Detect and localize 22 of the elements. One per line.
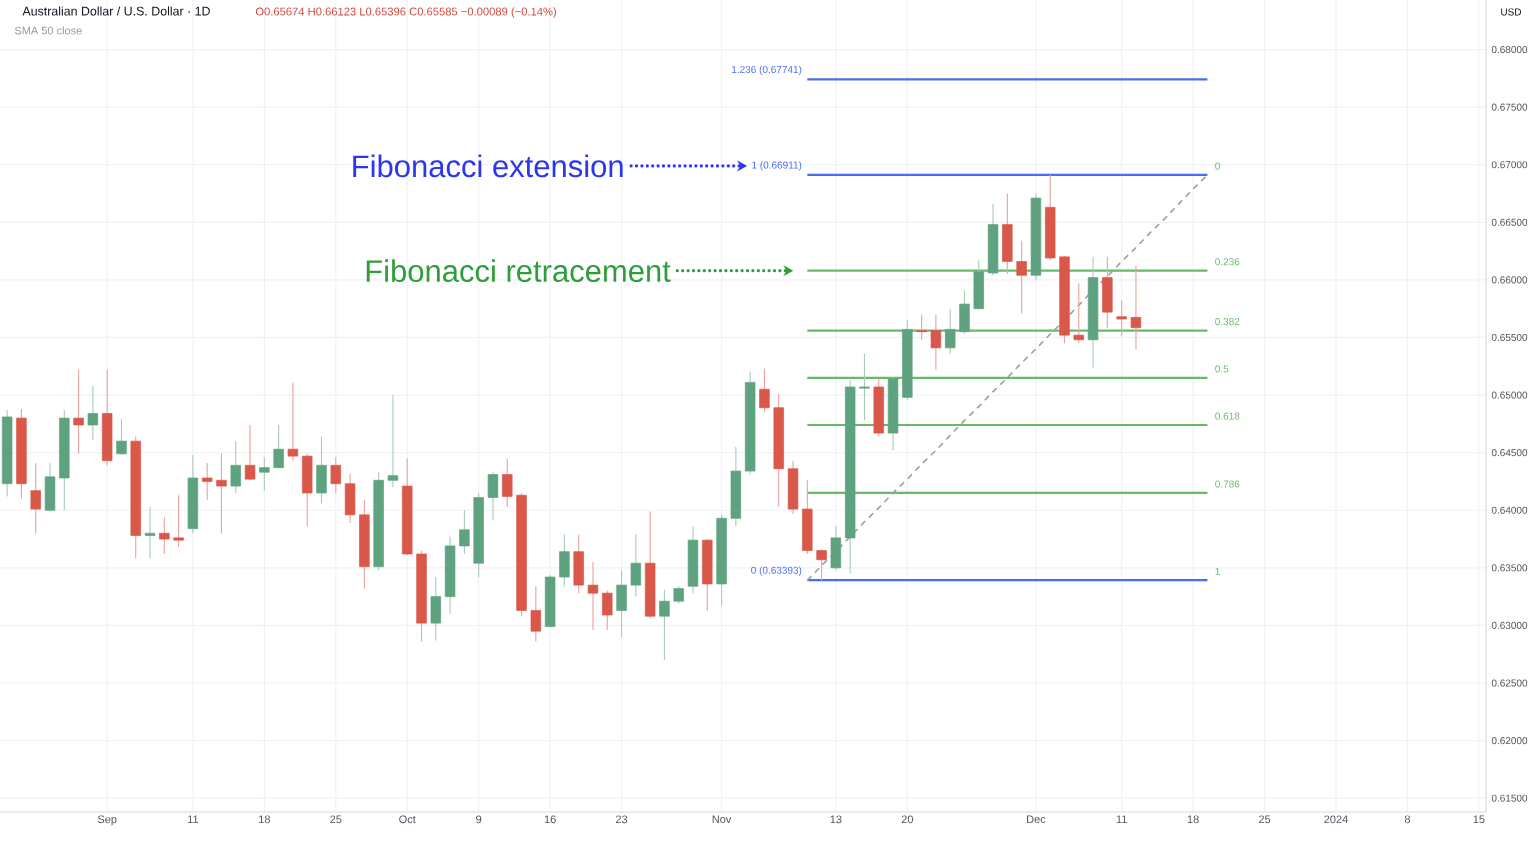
candlestick: [73, 369, 84, 455]
candlestick: [144, 506, 156, 560]
candlestick: [873, 378, 884, 438]
candlestick: [230, 440, 241, 494]
candlestick: [702, 538, 713, 611]
candlestick: [287, 381, 299, 462]
candlestick: [116, 418, 127, 456]
candlestick: [244, 424, 256, 481]
candlestick: [101, 369, 113, 466]
candlestick: [1102, 256, 1113, 329]
candlestick: [830, 525, 842, 571]
candlestick: [30, 462, 41, 534]
candlestick: [430, 576, 442, 641]
annotation: Fibonacci retracement: [366, 259, 671, 283]
line-series: [806, 174, 1209, 582]
candlestick: [687, 525, 699, 594]
candlestick: [87, 385, 99, 441]
candlestick: [330, 456, 341, 494]
candlestick: [302, 453, 313, 527]
candlestick: [316, 435, 327, 504]
annotation: Fibonacci extension: [353, 154, 623, 178]
candlestick: [602, 590, 613, 631]
